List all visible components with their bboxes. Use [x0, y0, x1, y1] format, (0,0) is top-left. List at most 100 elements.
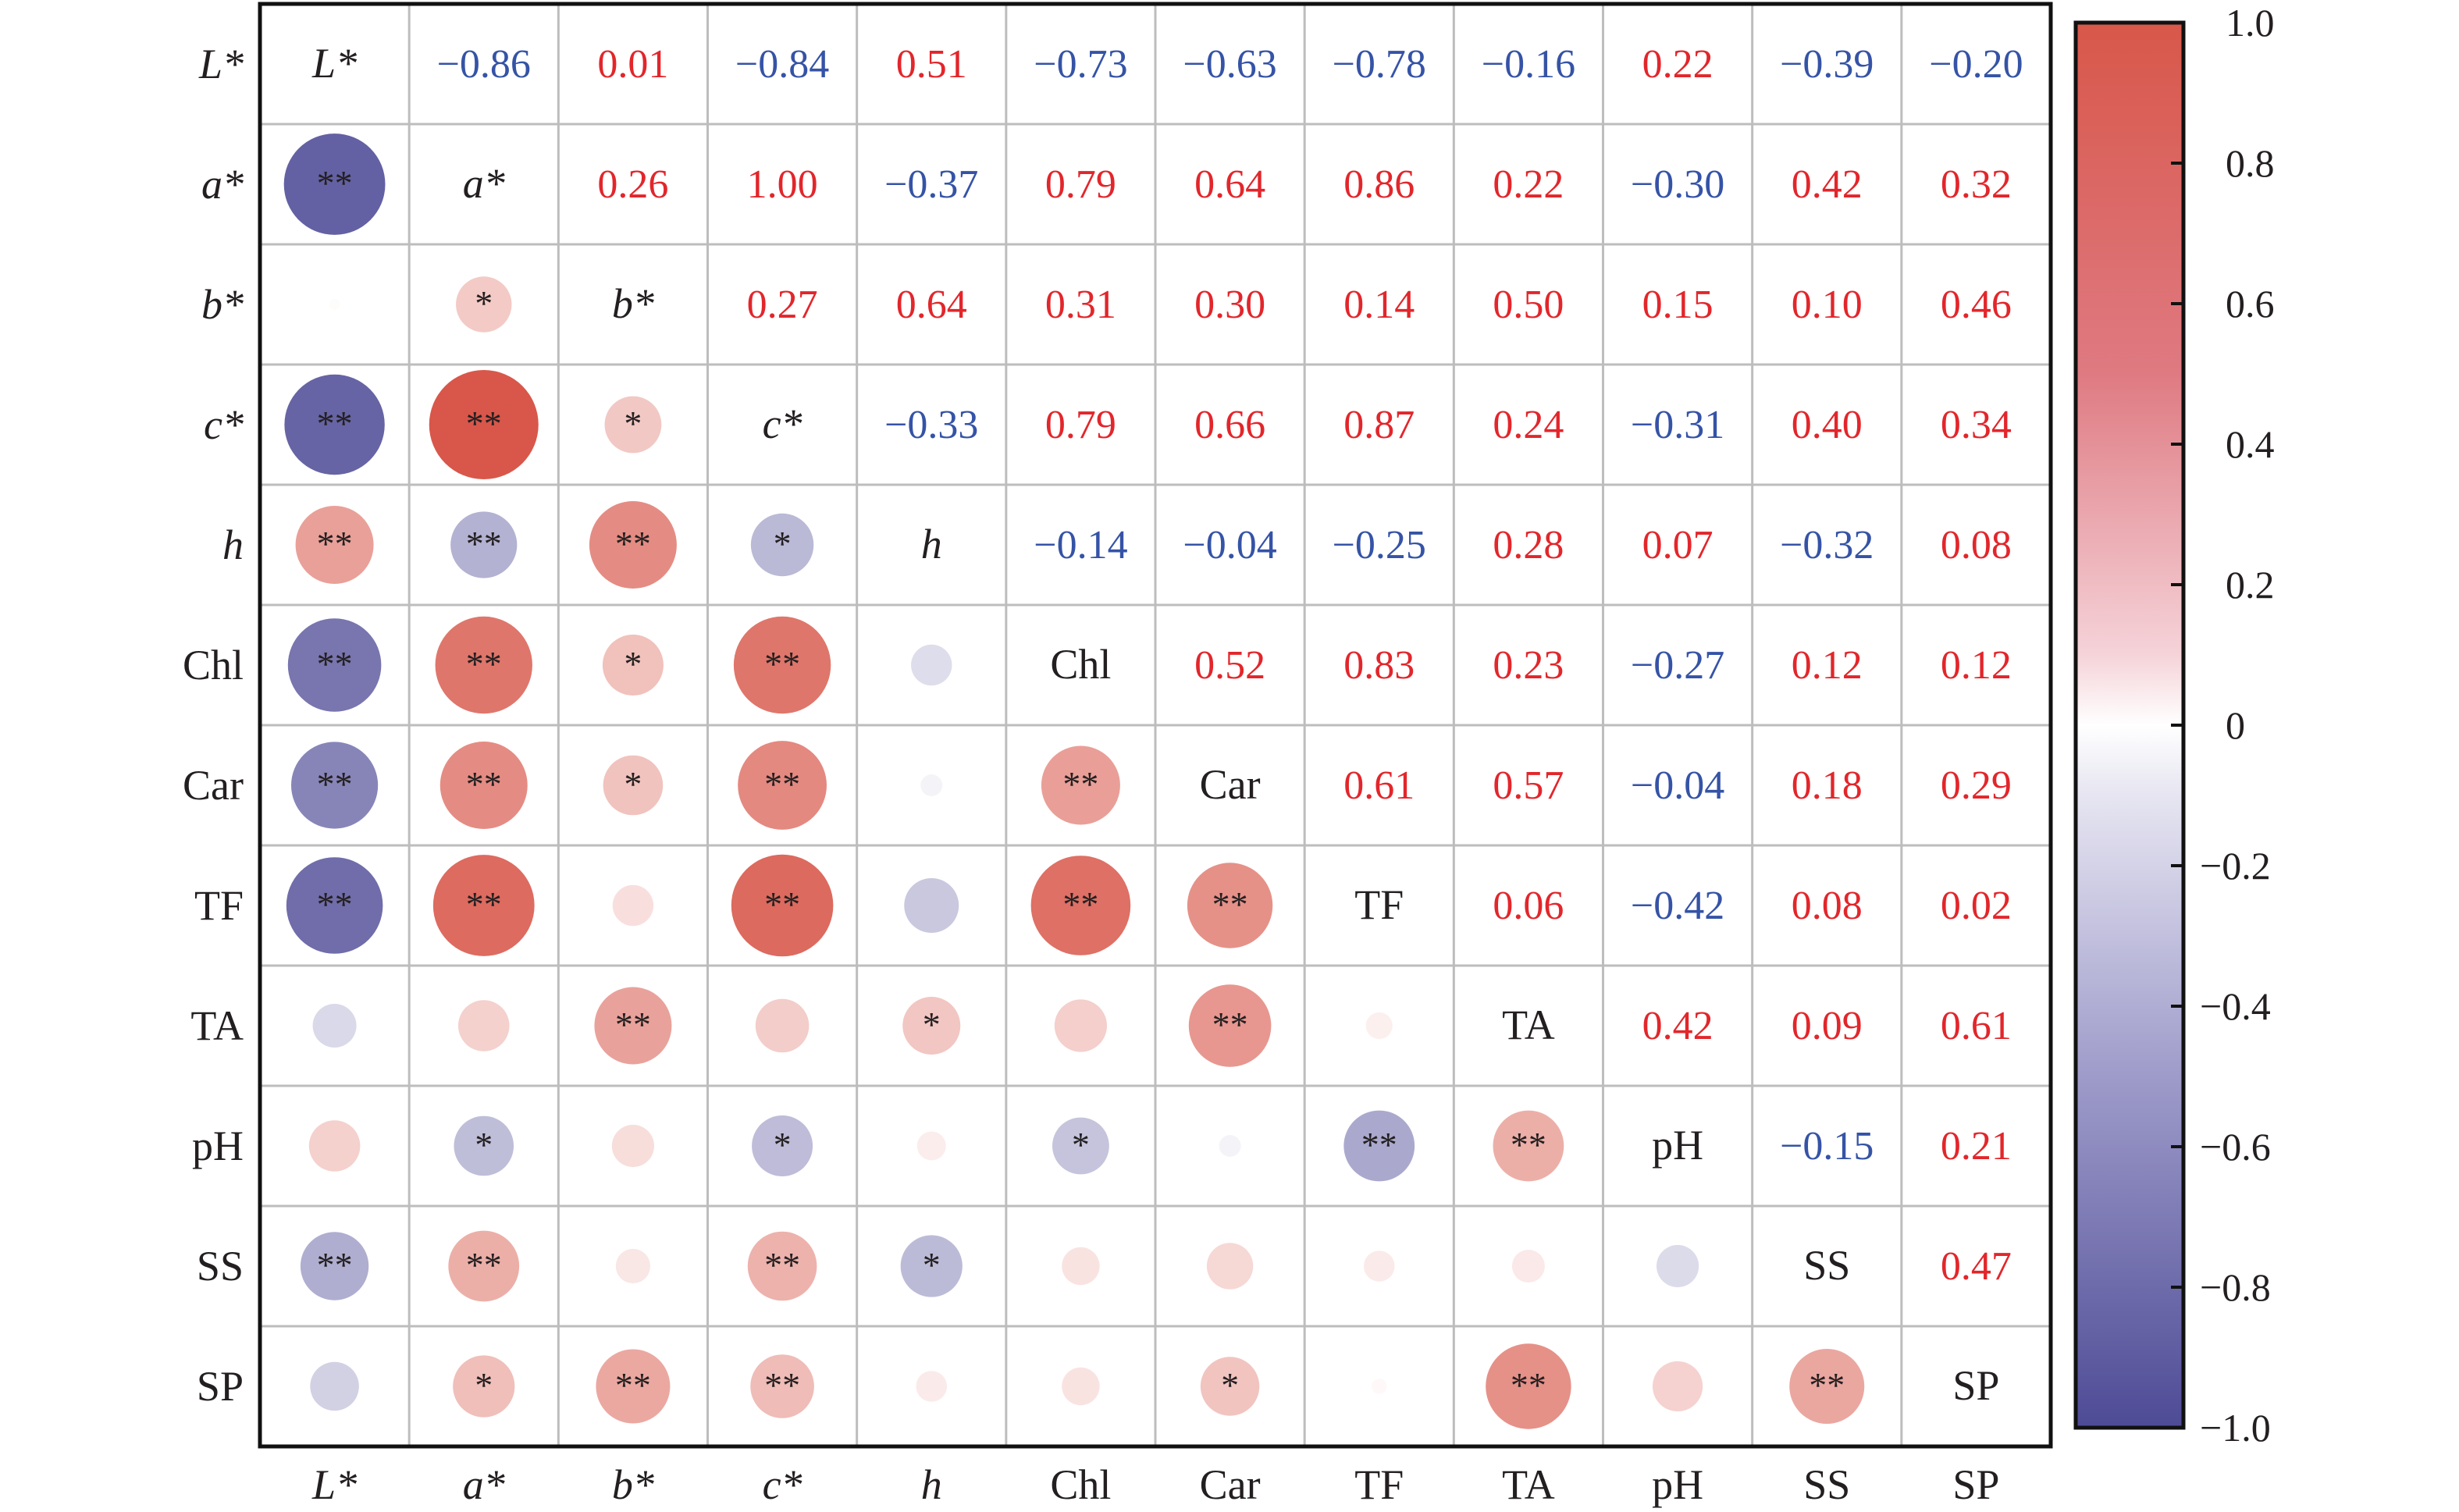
coefficient-label: −0.27 — [1631, 643, 1724, 688]
diagonal-label: c* — [763, 400, 802, 447]
row-label: Car — [183, 762, 244, 809]
diagonal-label: TF — [1354, 881, 1404, 928]
significance-marker: ** — [615, 524, 651, 564]
diagonal-label: SP — [1952, 1362, 1999, 1409]
correlation-circle — [1371, 1379, 1387, 1394]
significance-marker: * — [624, 404, 642, 443]
significance-marker: ** — [615, 1365, 651, 1405]
correlation-circle — [1052, 1117, 1109, 1175]
correlation-circle — [290, 742, 379, 829]
coefficient-label: 0.14 — [1343, 283, 1415, 327]
significance-marker: ** — [764, 1245, 800, 1285]
significance-marker: ** — [466, 644, 502, 684]
matrix-frame — [258, 2, 2053, 1449]
diagonal-label: b* — [612, 280, 654, 327]
coefficient-label: 0.42 — [1642, 1004, 1713, 1048]
correlation-circle — [1493, 1110, 1564, 1182]
significance-marker: ** — [317, 404, 353, 443]
coefficient-label: 0.07 — [1642, 523, 1713, 567]
coefficient-label: 0.22 — [1493, 162, 1564, 207]
coefficient-label: 0.46 — [1941, 283, 2012, 327]
column-label: SP — [1952, 1461, 1999, 1508]
significance-marker: * — [475, 1365, 493, 1405]
correlation-circle — [612, 884, 654, 927]
significance-marker: ** — [764, 884, 800, 924]
coefficient-label: 0.79 — [1045, 162, 1116, 207]
coefficient-label: 0.57 — [1493, 763, 1564, 808]
coefficient-label: −0.32 — [1780, 523, 1874, 567]
diagonal-label: TA — [1502, 1001, 1555, 1048]
correlation-circle — [1200, 1357, 1260, 1416]
column-label: b* — [612, 1461, 654, 1508]
coefficient-label: −0.37 — [884, 162, 978, 207]
correlation-circle — [283, 133, 386, 235]
colorbar-tick-label: 0.6 — [2226, 282, 2275, 326]
correlation-circle — [1062, 1247, 1100, 1286]
significance-marker: ** — [1511, 1365, 1546, 1405]
diagonal-label: pH — [1652, 1122, 1703, 1169]
diagonal-label: L* — [311, 40, 357, 87]
coefficient-label: 0.23 — [1493, 643, 1564, 688]
row-label: SP — [197, 1363, 244, 1410]
colorbar-tick-label: 0 — [2226, 703, 2245, 747]
axis-labels: L* L* a* a* b* b* c* c* h h Chl Chl Car Car TF TF TA TA pH… — [183, 41, 1999, 1508]
colorbar: 1.0 0.8 0.6 0.4 0.2 0 −0.2 −0.4 −0.6 −0.8 −1.0 — [2073, 1, 2275, 1450]
coefficient-label: 0.06 — [1493, 884, 1564, 928]
coefficient-label: 0.64 — [896, 283, 967, 327]
coefficient-label: 0.15 — [1642, 283, 1713, 327]
significance-marker: ** — [317, 644, 353, 684]
correlation-circle — [738, 741, 827, 830]
correlation-circle — [284, 374, 385, 475]
significance-marker: ** — [317, 764, 353, 804]
correlation-circle — [308, 1120, 361, 1172]
coefficient-label: −0.73 — [1034, 42, 1127, 87]
row-label: SS — [197, 1243, 244, 1290]
coefficient-label: 0.27 — [747, 283, 818, 327]
significance-marker: ** — [466, 884, 502, 924]
significance-marker: ** — [1511, 1125, 1546, 1165]
column-label: L* — [311, 1461, 357, 1508]
correlation-circle — [602, 635, 664, 696]
coefficient-label: −0.78 — [1333, 42, 1426, 87]
diagonal-label: SS — [1803, 1242, 1850, 1289]
correlation-circle — [916, 1131, 946, 1161]
coefficient-label: −0.42 — [1631, 884, 1724, 928]
correlation-circle — [1343, 1110, 1415, 1182]
significance-marker: * — [774, 1125, 792, 1165]
coefficient-label: −0.25 — [1333, 523, 1426, 567]
correlation-circle — [429, 370, 539, 479]
correlation-circle — [1062, 1367, 1100, 1406]
coefficient-label: 0.12 — [1792, 643, 1863, 688]
correlation-circle — [902, 997, 961, 1055]
colorbar-tick-label: 0.4 — [2226, 422, 2275, 466]
row-label: h — [222, 521, 244, 568]
significance-marker: * — [624, 764, 642, 804]
coefficient-label: 0.24 — [1493, 403, 1564, 447]
coefficient-label: 0.64 — [1194, 162, 1265, 207]
correlation-circle — [750, 1354, 814, 1418]
correlation-circle — [900, 1235, 963, 1297]
coefficient-label: 0.86 — [1343, 162, 1415, 207]
coefficient-label: 0.66 — [1194, 403, 1265, 447]
colorbar-tick-label: 0.8 — [2226, 141, 2275, 185]
correlation-circle — [916, 1371, 948, 1402]
coefficient-label: 0.21 — [1941, 1124, 2012, 1169]
coefficient-label: −0.04 — [1631, 763, 1724, 808]
significance-marker: ** — [764, 1365, 800, 1405]
row-label: TF — [194, 882, 244, 929]
colorbar-ticks: 1.0 0.8 0.6 0.4 0.2 0 −0.2 −0.4 −0.6 −0.8 −1.0 — [2171, 1, 2275, 1450]
coefficient-label: −0.31 — [1631, 403, 1724, 447]
correlation-circle — [733, 616, 831, 714]
correlation-circle — [1219, 1135, 1241, 1157]
significance-marker: ** — [1062, 884, 1098, 924]
coefficient-label: 0.32 — [1941, 162, 2012, 207]
diagonal-label: a* — [463, 160, 505, 207]
correlation-circle — [1511, 1250, 1545, 1283]
significance-marker: * — [475, 1125, 493, 1165]
significance-marker: ** — [615, 1005, 651, 1044]
significance-marker: ** — [317, 1245, 353, 1285]
diagonal-label: Chl — [1050, 641, 1111, 688]
row-label: b* — [201, 281, 244, 328]
correlation-circle — [456, 276, 512, 333]
